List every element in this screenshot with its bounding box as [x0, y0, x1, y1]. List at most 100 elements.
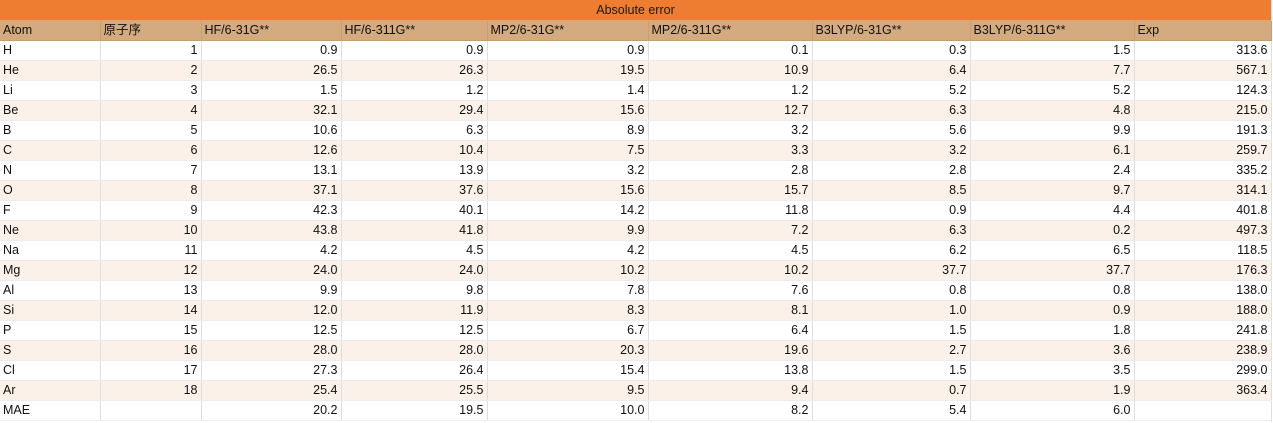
- value-cell[interactable]: 4.4: [970, 200, 1135, 221]
- value-cell[interactable]: 9.9: [201, 280, 342, 301]
- value-cell[interactable]: 8: [100, 180, 202, 201]
- mae-value-cell[interactable]: 8.2: [648, 400, 813, 421]
- value-cell[interactable]: 14.2: [487, 200, 649, 221]
- value-cell[interactable]: 3.6: [970, 340, 1135, 361]
- value-cell[interactable]: 10.4: [341, 140, 488, 161]
- value-cell[interactable]: 0.7: [812, 380, 971, 401]
- value-cell[interactable]: 238.9: [1134, 340, 1272, 361]
- value-cell[interactable]: 7: [100, 160, 202, 181]
- value-cell[interactable]: 26.4: [341, 360, 488, 381]
- value-cell[interactable]: 11.8: [648, 200, 813, 221]
- mae-value-cell[interactable]: 20.2: [201, 400, 342, 421]
- atom-cell[interactable]: Ar: [0, 380, 101, 401]
- value-cell[interactable]: 8.9: [487, 120, 649, 141]
- value-cell[interactable]: 42.3: [201, 200, 342, 221]
- value-cell[interactable]: 18: [100, 380, 202, 401]
- value-cell[interactable]: 15: [100, 320, 202, 341]
- value-cell[interactable]: 10.2: [648, 260, 813, 281]
- value-cell[interactable]: 7.5: [487, 140, 649, 161]
- value-cell[interactable]: 43.8: [201, 220, 342, 241]
- value-cell[interactable]: 124.3: [1134, 80, 1272, 101]
- value-cell[interactable]: 363.4: [1134, 380, 1272, 401]
- value-cell[interactable]: 12.5: [341, 320, 488, 341]
- value-cell[interactable]: 4.2: [487, 240, 649, 261]
- atom-cell[interactable]: S: [0, 340, 101, 361]
- value-cell[interactable]: 24.0: [341, 260, 488, 281]
- value-cell[interactable]: 24.0: [201, 260, 342, 281]
- atom-cell[interactable]: B: [0, 120, 101, 141]
- value-cell[interactable]: 9: [100, 200, 202, 221]
- column-header[interactable]: 原子序: [100, 21, 202, 41]
- value-cell[interactable]: 1.8: [970, 320, 1135, 341]
- value-cell[interactable]: 3.2: [487, 160, 649, 181]
- value-cell[interactable]: 259.7: [1134, 140, 1272, 161]
- value-cell[interactable]: 5.2: [812, 80, 971, 101]
- atom-cell[interactable]: F: [0, 200, 101, 221]
- value-cell[interactable]: 8.1: [648, 300, 813, 321]
- value-cell[interactable]: 1: [100, 40, 202, 61]
- mae-label-cell[interactable]: MAE: [0, 400, 101, 421]
- value-cell[interactable]: 4.8: [970, 100, 1135, 121]
- value-cell[interactable]: 2: [100, 60, 202, 81]
- value-cell[interactable]: 335.2: [1134, 160, 1272, 181]
- value-cell[interactable]: 1.5: [970, 40, 1135, 61]
- value-cell[interactable]: 29.4: [341, 100, 488, 121]
- value-cell[interactable]: 19.5: [487, 60, 649, 81]
- value-cell[interactable]: 3.2: [812, 140, 971, 161]
- value-cell[interactable]: 5: [100, 120, 202, 141]
- value-cell[interactable]: 26.5: [201, 60, 342, 81]
- value-cell[interactable]: 10.2: [487, 260, 649, 281]
- value-cell[interactable]: 0.9: [970, 300, 1135, 321]
- value-cell[interactable]: 0.8: [812, 280, 971, 301]
- column-header[interactable]: MP2/6-311G**: [648, 21, 813, 41]
- value-cell[interactable]: 37.6: [341, 180, 488, 201]
- value-cell[interactable]: 1.9: [970, 380, 1135, 401]
- value-cell[interactable]: 4: [100, 100, 202, 121]
- value-cell[interactable]: 25.5: [341, 380, 488, 401]
- value-cell[interactable]: 11.9: [341, 300, 488, 321]
- value-cell[interactable]: 2.7: [812, 340, 971, 361]
- value-cell[interactable]: 176.3: [1134, 260, 1272, 281]
- value-cell[interactable]: 8.5: [812, 180, 971, 201]
- value-cell[interactable]: 0.3: [812, 40, 971, 61]
- value-cell[interactable]: 28.0: [341, 340, 488, 361]
- value-cell[interactable]: 9.8: [341, 280, 488, 301]
- value-cell[interactable]: 1.0: [812, 300, 971, 321]
- value-cell[interactable]: 17: [100, 360, 202, 381]
- atom-cell[interactable]: P: [0, 320, 101, 341]
- value-cell[interactable]: 12.7: [648, 100, 813, 121]
- value-cell[interactable]: 241.8: [1134, 320, 1272, 341]
- value-cell[interactable]: 188.0: [1134, 300, 1272, 321]
- mae-value-cell[interactable]: [1134, 400, 1272, 421]
- value-cell[interactable]: 13.1: [201, 160, 342, 181]
- value-cell[interactable]: 3.3: [648, 140, 813, 161]
- value-cell[interactable]: 37.1: [201, 180, 342, 201]
- value-cell[interactable]: 26.3: [341, 60, 488, 81]
- value-cell[interactable]: 10: [100, 220, 202, 241]
- value-cell[interactable]: 12.6: [201, 140, 342, 161]
- value-cell[interactable]: 9.7: [970, 180, 1135, 201]
- value-cell[interactable]: 567.1: [1134, 60, 1272, 81]
- value-cell[interactable]: 3: [100, 80, 202, 101]
- value-cell[interactable]: 25.4: [201, 380, 342, 401]
- value-cell[interactable]: 215.0: [1134, 100, 1272, 121]
- value-cell[interactable]: 0.2: [970, 220, 1135, 241]
- value-cell[interactable]: 2.8: [648, 160, 813, 181]
- value-cell[interactable]: 6.4: [648, 320, 813, 341]
- value-cell[interactable]: 15.6: [487, 100, 649, 121]
- value-cell[interactable]: 1.2: [341, 80, 488, 101]
- value-cell[interactable]: 0.9: [341, 40, 488, 61]
- value-cell[interactable]: 6.3: [812, 100, 971, 121]
- value-cell[interactable]: 15.4: [487, 360, 649, 381]
- value-cell[interactable]: 19.6: [648, 340, 813, 361]
- value-cell[interactable]: 27.3: [201, 360, 342, 381]
- value-cell[interactable]: 1.4: [487, 80, 649, 101]
- column-header[interactable]: Atom: [0, 21, 101, 41]
- mae-value-cell[interactable]: 10.0: [487, 400, 649, 421]
- atom-cell[interactable]: Ne: [0, 220, 101, 241]
- value-cell[interactable]: 1.5: [812, 320, 971, 341]
- value-cell[interactable]: 10.9: [648, 60, 813, 81]
- mae-value-cell[interactable]: 5.4: [812, 400, 971, 421]
- atom-cell[interactable]: C: [0, 140, 101, 161]
- atom-cell[interactable]: Si: [0, 300, 101, 321]
